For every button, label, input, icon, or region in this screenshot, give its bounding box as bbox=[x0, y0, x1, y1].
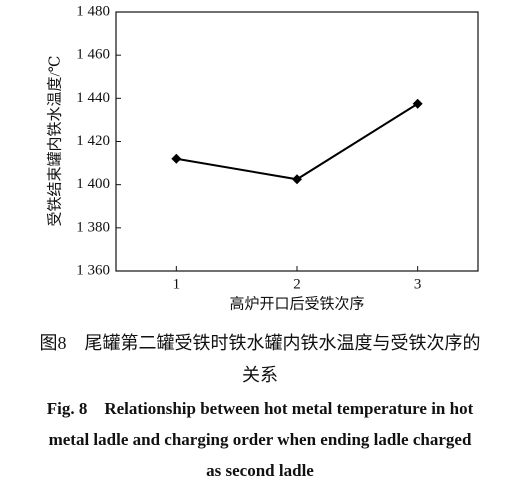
x-axis-label: 高炉开口后受铁次序 bbox=[229, 295, 364, 312]
x-tick-label: 3 bbox=[414, 276, 422, 292]
data-point bbox=[171, 153, 182, 164]
y-tick-label: 1 360 bbox=[76, 262, 110, 278]
caption-en: as second ladle bbox=[206, 461, 314, 480]
y-tick-label: 1 480 bbox=[76, 3, 110, 19]
y-axis-label: 受铁结束罐内铁水温度/℃ bbox=[46, 56, 63, 227]
data-line bbox=[176, 102, 419, 181]
y-tick-label: 1 400 bbox=[76, 176, 110, 192]
y-tick-label: 1 460 bbox=[76, 47, 110, 63]
y-tick-label: 1 380 bbox=[76, 219, 110, 235]
y-tick-label: 1 440 bbox=[76, 90, 110, 106]
caption-cn: 图8 尾罐第二罐受铁时铁水罐内铁水温度与受铁次序的 bbox=[40, 333, 481, 353]
data-point bbox=[292, 174, 302, 185]
plot-frame bbox=[115, 11, 479, 272]
x-tick-label: 1 bbox=[173, 276, 181, 292]
caption-en: metal ladle and charging order when endi… bbox=[49, 430, 472, 449]
caption-cn: 关系 bbox=[242, 365, 278, 385]
y-tick-label: 1 420 bbox=[76, 133, 110, 149]
caption-en: Fig. 8 Relationship between hot metal te… bbox=[47, 399, 474, 418]
x-tick-label: 2 bbox=[293, 276, 301, 292]
data-point bbox=[412, 98, 423, 109]
